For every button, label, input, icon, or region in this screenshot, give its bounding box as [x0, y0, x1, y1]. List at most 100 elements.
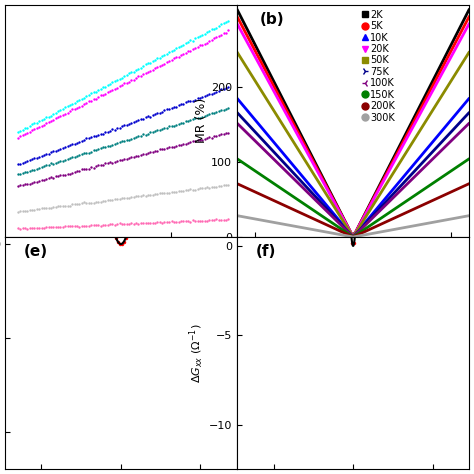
Point [201, 40, 209, 47]
Point [40, 121, 48, 128]
Point [196, 184, 204, 192]
Point [85, 98, 92, 105]
Point [50, 223, 57, 231]
Point [71, 105, 78, 113]
Point [199, 184, 206, 192]
Point [73, 139, 81, 147]
Point [222, 216, 230, 223]
Point [40, 176, 48, 183]
Point [64, 142, 71, 150]
Point [68, 100, 76, 108]
Point [97, 222, 104, 230]
Point [139, 219, 147, 227]
Point [225, 83, 232, 91]
Point [163, 106, 171, 113]
Point [184, 97, 192, 105]
Point [50, 174, 57, 182]
Point [14, 161, 22, 168]
Point [26, 207, 34, 214]
Point [78, 222, 85, 230]
Point [151, 64, 159, 72]
Point [113, 124, 121, 132]
Point [28, 206, 36, 214]
Point [59, 145, 66, 152]
Point [208, 109, 216, 117]
Point [180, 119, 187, 127]
Point [149, 219, 156, 227]
Point [61, 202, 69, 210]
Point [199, 41, 206, 48]
Point [80, 136, 88, 144]
Point [101, 83, 109, 91]
Point [99, 130, 107, 137]
Point [146, 148, 154, 155]
Point [68, 105, 76, 113]
Point [125, 120, 133, 128]
Point [137, 73, 145, 80]
Point [156, 190, 164, 197]
Point [80, 223, 88, 230]
Point [170, 219, 178, 226]
Point [196, 32, 204, 40]
Point [73, 167, 81, 175]
Point [45, 174, 53, 182]
Point [52, 114, 60, 121]
Point [99, 162, 107, 169]
Point [128, 194, 135, 201]
Point [173, 103, 180, 110]
Point [59, 172, 66, 179]
Point [125, 78, 133, 85]
Point [154, 127, 161, 134]
Point [191, 44, 199, 52]
Point [161, 189, 168, 197]
Point [109, 87, 116, 94]
Point [92, 95, 100, 102]
Point [106, 158, 114, 166]
Point [161, 125, 168, 132]
Point [24, 124, 31, 131]
Point [31, 166, 38, 173]
Point [130, 153, 137, 160]
Point [194, 185, 201, 193]
Point [56, 203, 64, 210]
Point [135, 116, 142, 124]
Point [182, 140, 190, 148]
Point [177, 217, 185, 225]
Point [175, 120, 182, 128]
Point [128, 135, 135, 142]
Point [184, 218, 192, 225]
Point [128, 68, 135, 76]
Point [111, 77, 118, 85]
Point [177, 43, 185, 50]
Point [151, 147, 159, 155]
Point [130, 68, 137, 75]
Point [106, 196, 114, 203]
Point [135, 192, 142, 200]
Point [116, 82, 123, 90]
Point [92, 146, 100, 154]
Point [156, 54, 164, 61]
Point [137, 132, 145, 140]
Point [109, 159, 116, 166]
Point [128, 219, 135, 227]
Point [165, 57, 173, 65]
Point [163, 50, 171, 58]
Point [40, 224, 48, 231]
Point [45, 150, 53, 157]
Point [182, 39, 190, 47]
Point [21, 224, 29, 231]
Point [128, 119, 135, 127]
Point [165, 189, 173, 196]
Point [215, 217, 223, 224]
Point [154, 64, 161, 71]
Point [123, 79, 130, 87]
Point [161, 52, 168, 59]
Point [215, 182, 223, 190]
Point [158, 219, 166, 227]
Point [203, 39, 211, 46]
Point [206, 37, 213, 45]
Point [14, 225, 22, 232]
Point [196, 114, 204, 121]
Point [142, 131, 149, 138]
Point [208, 183, 216, 191]
